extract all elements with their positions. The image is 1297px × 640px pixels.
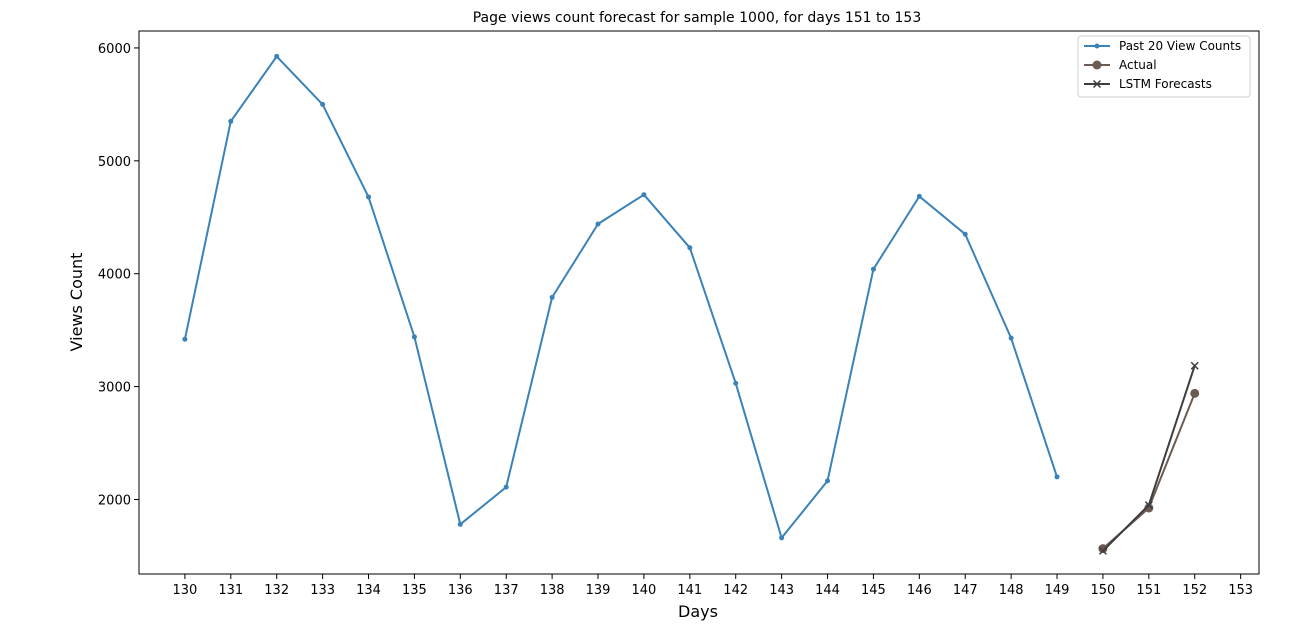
x-tick-label: 148 (999, 583, 1024, 598)
data-point (870, 266, 876, 272)
series-line (1102, 365, 1196, 552)
series-past-20-view-counts (182, 53, 1060, 541)
data-point (1190, 361, 1199, 370)
data-point (825, 478, 831, 484)
x-tick-label: 146 (907, 583, 932, 598)
x-tick-label: 151 (1136, 583, 1161, 598)
x-tick-label: 147 (953, 583, 978, 598)
y-tick-label: 4000 (98, 268, 131, 283)
x-tick-label: 133 (310, 583, 335, 598)
data-point (503, 484, 509, 490)
legend-label-lstm: LSTM Forecasts (1119, 77, 1212, 91)
series-actual (1098, 388, 1200, 554)
x-tick-label: 145 (861, 583, 886, 598)
data-point (687, 245, 693, 251)
legend-label-actual: Actual (1119, 58, 1157, 72)
y-tick-label: 5000 (98, 155, 131, 170)
x-tick-label: 149 (1045, 583, 1070, 598)
data-point (228, 118, 234, 124)
x-tick-label: 135 (402, 583, 427, 598)
x-tick-label: 141 (677, 583, 702, 598)
x-tick-label: 131 (218, 583, 243, 598)
axis-ticks: 130 131 132 133 134 135 136 137 138 139 140 141 142 1… (98, 42, 1253, 598)
data-point (962, 231, 968, 237)
legend-label-past: Past 20 View Counts (1119, 39, 1241, 53)
plot-frame (138, 30, 1260, 575)
data-point (1190, 388, 1200, 398)
x-tick-label: 139 (586, 583, 611, 598)
data-point (549, 294, 555, 300)
x-axis-label: Days (678, 602, 718, 621)
data-point (1098, 546, 1107, 555)
data-point (733, 380, 739, 386)
data-point (1054, 474, 1060, 480)
x-tick-label: 136 (448, 583, 473, 598)
data-point (320, 101, 326, 107)
series-lstm-forecasts (1098, 361, 1199, 555)
legend-marker-past (1094, 43, 1100, 49)
data-point (1144, 501, 1153, 510)
x-tick-label: 142 (723, 583, 748, 598)
x-tick-label: 134 (356, 583, 381, 598)
legend-box (1077, 35, 1251, 98)
data-point (779, 535, 785, 541)
x-tick-label: 153 (1228, 583, 1253, 598)
x-tick-label: 143 (769, 583, 794, 598)
series-line (183, 55, 1058, 539)
data-point (411, 334, 417, 340)
x-tick-label: 152 (1182, 583, 1207, 598)
y-tick-label: 3000 (98, 381, 131, 396)
legend-marker-lstm (1092, 79, 1102, 89)
y-tick-label: 6000 (98, 42, 131, 57)
x-tick-label: 150 (1091, 583, 1116, 598)
data-point (641, 192, 647, 198)
data-point (1144, 503, 1154, 513)
data-point (595, 221, 601, 227)
legend: Past 20 View Counts Actual LSTM Forecast… (1077, 35, 1251, 98)
data-point (274, 53, 280, 59)
legend-marker-actual (1092, 60, 1102, 70)
series-line (1102, 393, 1196, 550)
x-tick-label: 130 (172, 583, 197, 598)
x-tick-label: 140 (632, 583, 657, 598)
x-tick-label: 138 (540, 583, 565, 598)
x-tick-label: 132 (264, 583, 289, 598)
x-tick-label: 144 (815, 583, 840, 598)
x-tick-label: 137 (494, 583, 519, 598)
chart-title: Page views count forecast for sample 100… (473, 10, 922, 26)
series-layer (182, 53, 1200, 555)
data-point (366, 194, 372, 200)
data-point (182, 336, 188, 342)
data-point (1008, 335, 1014, 341)
data-point (457, 521, 463, 527)
data-point (916, 193, 922, 199)
data-point (1098, 544, 1108, 554)
y-tick-label: 2000 (98, 493, 131, 508)
y-axis-label: Views Count (67, 253, 86, 352)
